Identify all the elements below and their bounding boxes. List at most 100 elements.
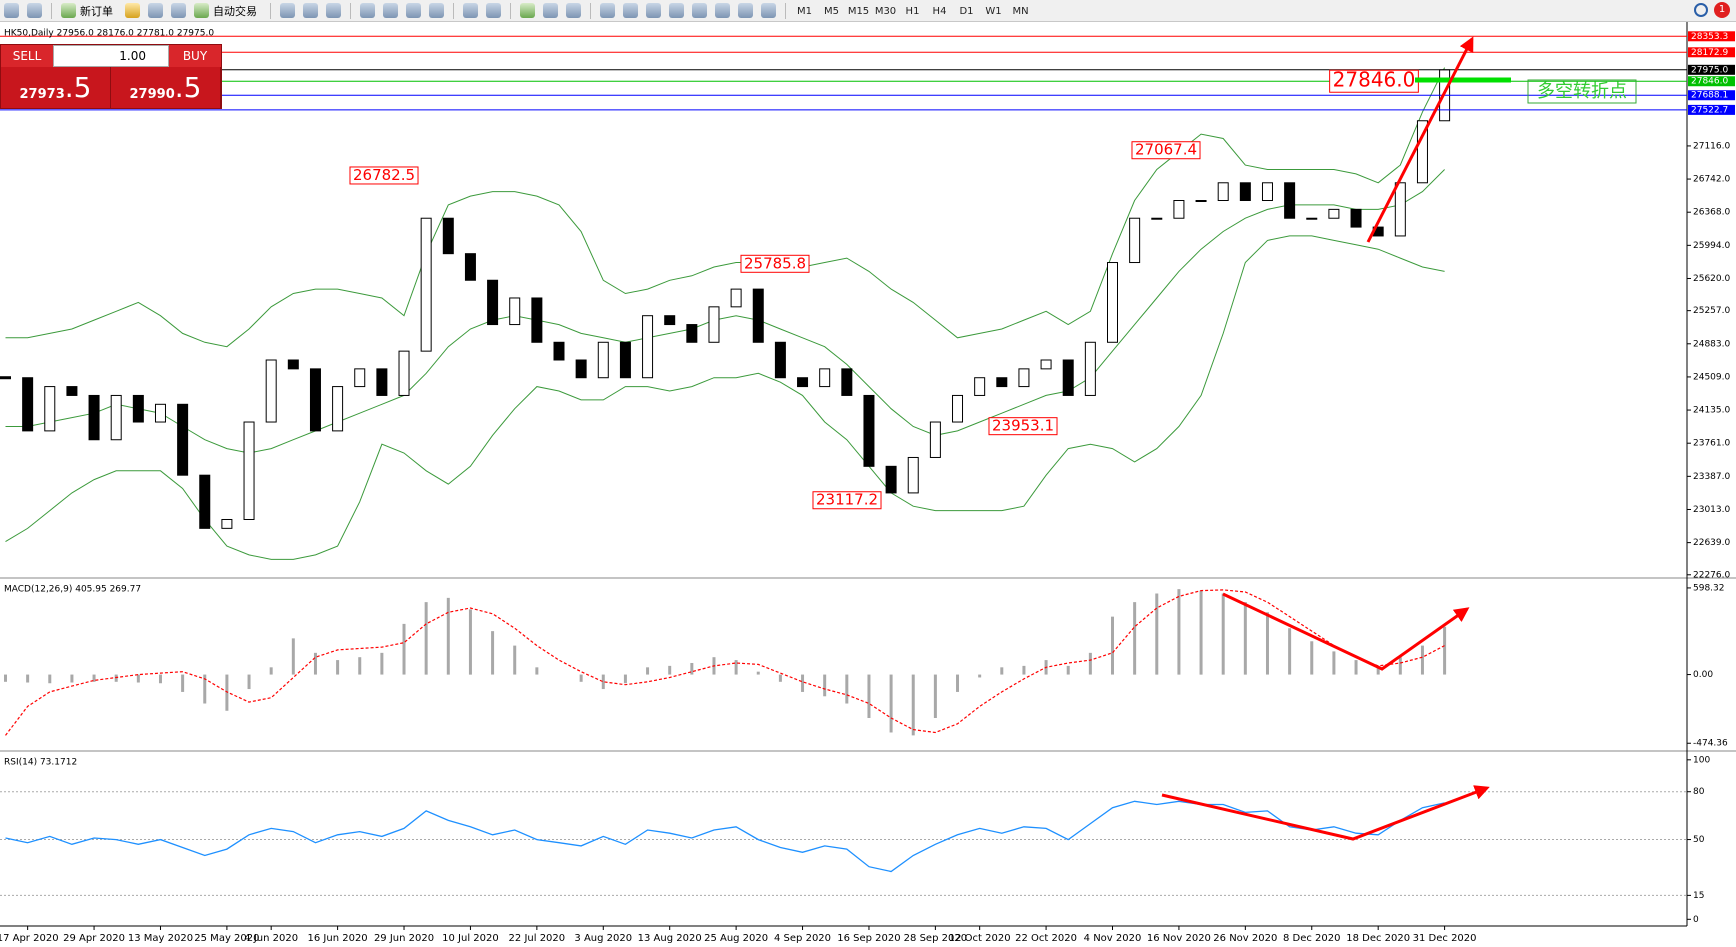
icon[interactable]	[543, 3, 558, 18]
icon[interactable]	[566, 3, 581, 18]
panel-title: RSI(14) 73.1712	[4, 758, 77, 768]
candle	[132, 394, 144, 423]
candle	[597, 341, 609, 379]
auto-trading-button[interactable]: 自动交易	[190, 3, 257, 19]
timeframe-button[interactable]: M1	[797, 6, 812, 17]
x-tick-label: 13 May 2020	[128, 933, 193, 944]
timeframe-button[interactable]: M15	[847, 6, 870, 17]
icon[interactable]	[383, 3, 398, 18]
icon[interactable]	[171, 3, 186, 18]
bollinger-upper	[5, 67, 1446, 348]
candle	[642, 315, 654, 379]
arrow	[1366, 36, 1474, 243]
candle	[1217, 182, 1229, 202]
candle	[996, 377, 1008, 388]
candle	[420, 217, 432, 352]
level-tag	[1688, 47, 1735, 58]
y-tick-label: 23761.0	[1693, 439, 1730, 449]
lot-input[interactable]: 1.00	[53, 45, 169, 67]
candle	[243, 421, 255, 520]
ask-fraction: .5	[174, 71, 202, 104]
timeframe-button[interactable]: M30	[874, 6, 897, 17]
candle	[309, 368, 321, 432]
candle	[686, 324, 698, 343]
y-tick-label: 598.32	[1693, 583, 1725, 593]
y-tick-label: 25620.0	[1693, 274, 1730, 284]
icon[interactable]	[326, 3, 341, 18]
new-order-button[interactable]: 新订单	[57, 3, 113, 19]
icon[interactable]	[486, 3, 501, 18]
icon[interactable]	[303, 3, 318, 18]
candle	[110, 394, 122, 441]
candle	[1040, 359, 1052, 370]
y-tick-label: 50	[1693, 835, 1705, 845]
x-tick-label: 16 Nov 2020	[1147, 933, 1211, 944]
buy-button[interactable]: BUY	[169, 45, 221, 67]
icon[interactable]	[646, 3, 661, 18]
x-tick-label: 4 Jun 2020	[244, 933, 298, 944]
sell-button[interactable]: SELL	[1, 45, 53, 67]
y-tick-label: 27116.0	[1693, 141, 1730, 151]
bid: 27973	[19, 87, 65, 102]
annotation-box	[740, 254, 810, 273]
icon[interactable]	[280, 3, 295, 18]
timeframe-button[interactable]: MN	[1012, 6, 1029, 17]
icon[interactable]	[623, 3, 638, 18]
candle	[287, 359, 299, 370]
x-tick-label: 29 Apr 2020	[63, 933, 125, 944]
annotation-box	[1131, 141, 1201, 160]
y-tick-label: 80	[1693, 787, 1705, 797]
candle	[1084, 341, 1096, 396]
ask-price[interactable]: 27990.5	[111, 67, 221, 108]
level-tag	[1688, 104, 1735, 115]
timeframe-button[interactable]: M5	[824, 6, 839, 17]
arrow	[1222, 592, 1470, 671]
annotation-box	[812, 491, 882, 510]
one-click-trading: SELL 1.00 BUY 27973.5 27990.5	[0, 44, 222, 109]
icon[interactable]	[148, 3, 163, 18]
x-tick-label: 4 Nov 2020	[1084, 933, 1142, 944]
icon[interactable]	[520, 3, 535, 18]
candle	[974, 377, 986, 396]
bollinger-middle	[5, 169, 1445, 454]
candle	[509, 297, 521, 326]
candle	[1284, 182, 1296, 219]
icon[interactable]	[669, 3, 684, 18]
icon[interactable]	[761, 3, 776, 18]
candle	[575, 359, 587, 379]
level-tag	[1688, 64, 1735, 75]
icon[interactable]	[738, 3, 753, 18]
icon[interactable]	[360, 3, 375, 18]
icon[interactable]	[463, 3, 478, 18]
icon[interactable]	[429, 3, 444, 18]
timeframe-button[interactable]: W1	[985, 6, 1002, 17]
timeframe-button[interactable]: H1	[905, 6, 920, 17]
icon[interactable]	[692, 3, 707, 18]
icon[interactable]	[27, 3, 42, 18]
x-tick-label: 16 Sep 2020	[837, 933, 900, 944]
icon[interactable]	[715, 3, 730, 18]
candle	[1062, 359, 1074, 396]
level-label: 28172.9	[1691, 48, 1728, 58]
panel-title: MACD(12,26,9) 405.95 269.77	[4, 585, 141, 595]
y-tick-label: 24509.0	[1693, 372, 1730, 382]
y-tick-label: 25994.0	[1693, 241, 1730, 251]
candle	[221, 518, 233, 529]
search[interactable]	[1694, 3, 1708, 17]
bollinger-lower	[5, 235, 1445, 560]
y-tick-label: 100	[1693, 755, 1710, 765]
x-tick-label: 22 Jul 2020	[509, 933, 566, 944]
y-tick-label: 22276.0	[1693, 570, 1730, 580]
bid-price[interactable]: 27973.5	[1, 67, 111, 108]
candle	[199, 474, 211, 529]
icon[interactable]	[125, 3, 140, 18]
timeframe-button[interactable]: D1	[959, 6, 974, 17]
x-tick-label: 28 Sep 2020	[904, 933, 967, 944]
icon[interactable]	[406, 3, 421, 18]
timeframe-button[interactable]: H4	[932, 6, 947, 17]
alert-badge[interactable]: 1	[1714, 2, 1730, 18]
x-tick-label: 22 Oct 2020	[1015, 933, 1077, 944]
icon[interactable]	[600, 3, 615, 18]
icon[interactable]	[4, 3, 19, 18]
